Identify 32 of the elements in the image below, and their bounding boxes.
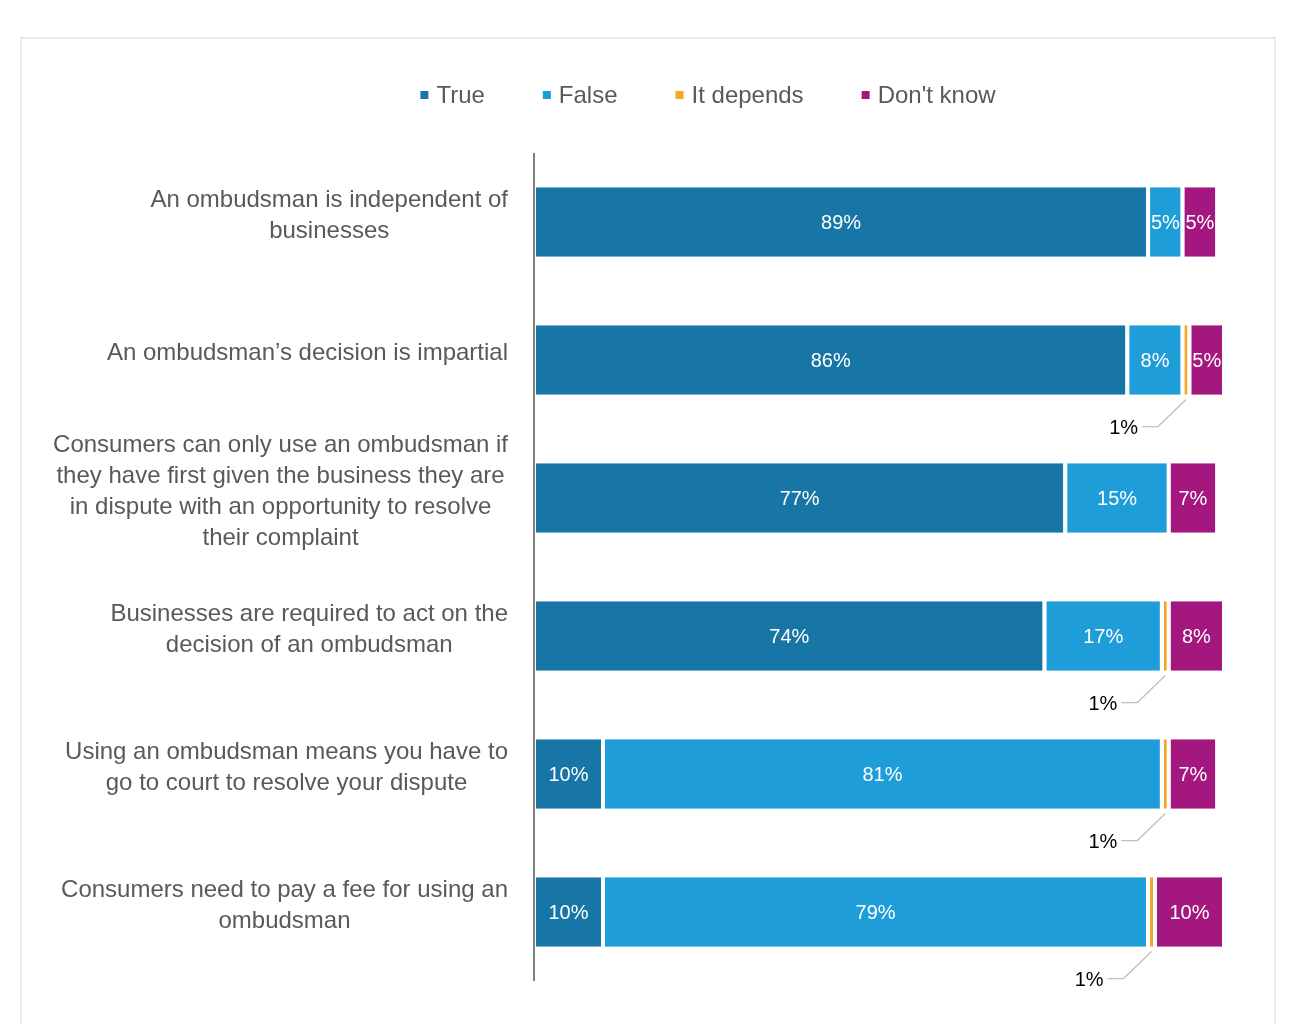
data-label: 15% [1097,487,1138,509]
data-label: 5% [1192,349,1222,371]
data-label: 8% [1140,349,1170,371]
y-tick-label: Using an ombudsman means you have to go to court to resolve your dispute [65,736,508,795]
y-tick-label: Businesses are required to act on the decision of an ombudsman [110,598,508,657]
data-label: 77% [779,487,820,509]
data-label: 7% [1178,487,1208,509]
data-label: 74% [769,625,810,647]
legend-label: It depends [691,81,804,109]
y-tick-label: An ombudsman is independent of businesses [150,184,509,243]
data-label: 7% [1178,763,1208,785]
data-label: 10% [548,901,589,923]
legend-label: Don't know [877,81,997,109]
data-label: 5% [1185,211,1215,233]
legend-label: True [436,81,485,109]
data-label: 5% [1150,211,1181,233]
legend-label: False [558,81,618,109]
data-label: 10% [1169,901,1210,923]
data-label: 81% [862,763,903,785]
data-label: 1% [1109,415,1139,438]
data-label: 1% [1074,967,1104,990]
data-label: 1% [1088,691,1118,714]
data-label: 8% [1181,625,1212,647]
y-tick-label: Consumers can only use an ombudsman if they have first given the business they are in dispute with an opportunity to resolve their complaint [53,429,509,550]
y-tick-label: An ombudsman’s decision is impartial [106,338,508,366]
data-label: 1% [1088,829,1118,852]
data-label: 17% [1083,625,1124,647]
y-tick-label: Consumers need to pay a fee for using an ombudsman [61,874,509,933]
data-label: 86% [810,349,851,371]
data-label: 79% [855,901,896,923]
data-label: 89% [821,211,862,233]
data-label: 10% [548,763,589,785]
